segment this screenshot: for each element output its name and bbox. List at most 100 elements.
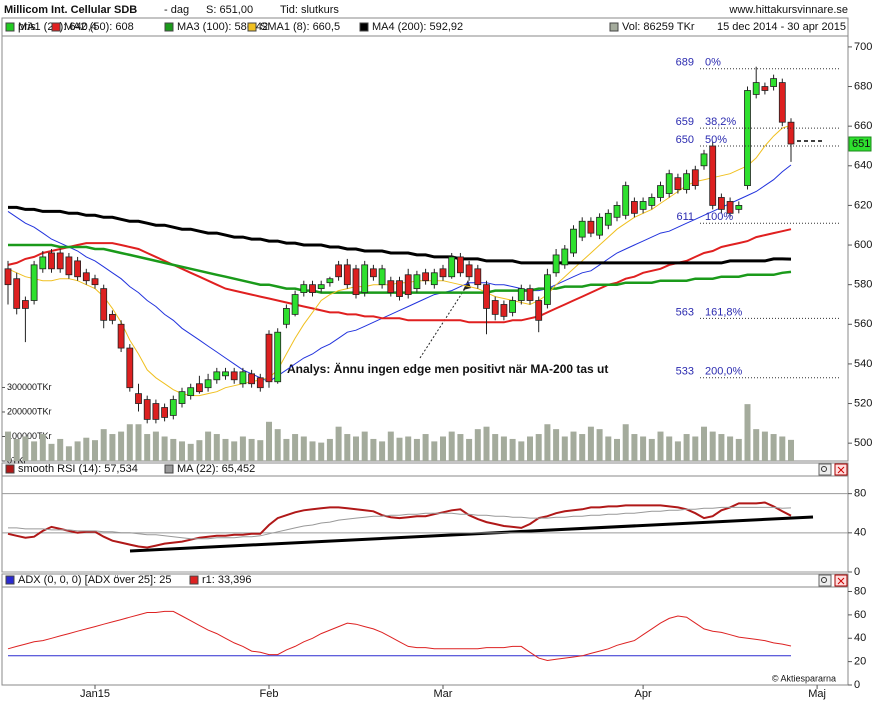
candle-body <box>335 264 343 278</box>
candle-body <box>413 274 421 290</box>
volume-bar <box>448 431 455 461</box>
candle-body <box>100 288 108 321</box>
candle-body <box>143 399 151 420</box>
candle-body <box>195 383 203 393</box>
candle-body <box>665 173 673 194</box>
zoom-button[interactable] <box>818 463 832 476</box>
zoom-icon <box>821 577 827 583</box>
candle-body <box>343 264 351 286</box>
site: www.hittakursvinnare.se <box>728 4 848 16</box>
candle-body <box>544 274 551 305</box>
candle-body <box>744 90 751 186</box>
volume-bar <box>396 437 403 461</box>
fib-percent: 200,0% <box>705 366 743 378</box>
volume-bar <box>387 431 394 461</box>
y-tick-label: 620 <box>854 199 872 211</box>
candle-body <box>109 313 116 321</box>
volume-bar <box>300 436 307 461</box>
time-label: Tid: slutkurs <box>280 4 339 16</box>
volume-bar <box>640 436 647 461</box>
fib-percent: 0% <box>705 57 721 69</box>
y2-tick-label: 100000TKr <box>7 431 52 441</box>
legend-swatch <box>359 22 369 32</box>
volume-bar <box>744 404 751 461</box>
zoom-button[interactable] <box>818 574 832 587</box>
volume-bar <box>561 436 568 461</box>
volume-bar <box>474 429 481 461</box>
x-tick-label: Apr <box>635 688 652 700</box>
panel-buttons <box>818 463 848 587</box>
volume-bar <box>222 438 229 461</box>
volume-bar <box>92 440 98 461</box>
x-tick-label: Maj <box>808 688 826 700</box>
volume-bar <box>440 436 446 461</box>
date-range: 15 dec 2014 - 30 apr 2015 <box>717 21 846 33</box>
volume-bar <box>231 441 238 461</box>
volume-bar <box>622 424 629 461</box>
line-series <box>7 228 792 324</box>
candle-body <box>317 284 325 290</box>
legend-swatch <box>164 464 174 474</box>
volume-bar <box>657 431 664 461</box>
volume-bar <box>335 426 342 461</box>
volume-bar <box>648 438 655 461</box>
volume-bar <box>466 438 473 461</box>
volume-bar <box>109 434 116 461</box>
volume-bar <box>614 438 620 461</box>
volume-bar <box>57 438 64 461</box>
volume-bar <box>179 441 185 461</box>
arrow-head <box>463 280 471 290</box>
candle-body <box>657 185 664 198</box>
candle-body <box>396 280 403 297</box>
y-tick-label: 500 <box>854 437 872 449</box>
candle-body <box>465 264 473 278</box>
legend-label: MA2 (50): 608 <box>64 21 134 33</box>
volume-bar <box>457 434 464 461</box>
fib-percent: 161,8% <box>705 306 743 318</box>
volume-bar <box>405 436 412 461</box>
candle-body <box>683 173 690 190</box>
legend-swatch <box>51 22 61 32</box>
candle-body <box>13 278 21 309</box>
volume-bar <box>65 446 72 461</box>
candle-body <box>700 153 708 167</box>
volume-bar <box>779 436 786 461</box>
volume-bar <box>587 426 594 461</box>
credit: © Aktiespararna <box>772 673 836 683</box>
volume-bar <box>126 424 133 461</box>
candle-body <box>509 300 517 313</box>
candle-body <box>152 403 160 420</box>
candle-body <box>500 304 508 317</box>
volume-bar <box>413 438 420 461</box>
volume-bar <box>701 426 707 461</box>
candle-body <box>326 278 334 284</box>
volume-bar <box>596 429 603 461</box>
volume-bar <box>509 438 516 461</box>
volume-bar <box>579 434 586 461</box>
candle-body <box>422 272 430 282</box>
fib-value: 689 <box>676 57 694 69</box>
candle-body <box>387 280 395 293</box>
legend-swatch <box>609 22 619 32</box>
volume-bar <box>788 439 794 461</box>
legend-label: smooth RSI (14): 57,534 <box>18 463 138 475</box>
x-tick-label: Feb <box>260 688 279 700</box>
line-series <box>8 205 792 265</box>
volume-bar <box>422 434 429 461</box>
candle-body <box>430 272 438 286</box>
candle-body <box>448 256 456 278</box>
y-tick-label: 560 <box>854 318 872 330</box>
candle-body <box>48 252 55 270</box>
last-price-box <box>848 136 872 152</box>
volume-bar <box>48 443 55 461</box>
candle-body <box>204 379 212 389</box>
legend-label: ADX (0, 0, 0) [ADX över 25]: 25 <box>18 574 171 586</box>
candle-body <box>282 308 290 325</box>
candle-body <box>587 220 595 234</box>
volume-bar <box>770 434 777 461</box>
volume-bar <box>283 438 290 461</box>
candle-body <box>622 185 630 216</box>
y-tick-label: 580 <box>854 279 872 291</box>
volume-bar <box>309 441 316 461</box>
volume-bar <box>118 431 125 461</box>
